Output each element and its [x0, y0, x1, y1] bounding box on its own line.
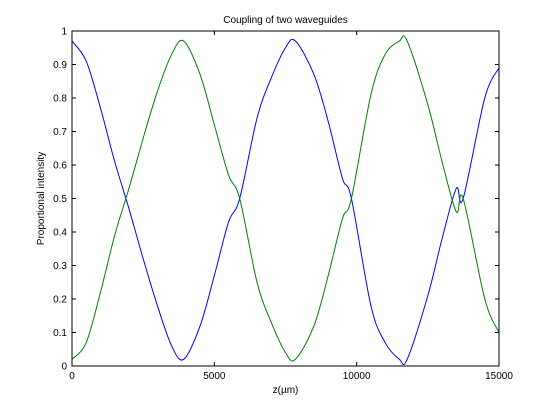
y-axis-label: Proportional intensity [36, 152, 47, 245]
y-tick-label: 0.3 [53, 261, 67, 272]
y-tick-label: 0.1 [53, 328, 67, 339]
x-tick-label: 15000 [485, 371, 513, 382]
y-tick-label: 0.9 [53, 60, 67, 71]
x-axis-label: z(µm) [273, 385, 299, 396]
x-tick-label: 10000 [343, 371, 371, 382]
y-tick-label: 0.8 [53, 94, 67, 105]
series-line-2 [71, 35, 500, 362]
y-tick-label: 0.5 [53, 194, 67, 205]
y-tick-label: 0.2 [53, 295, 67, 306]
y-tick-label: 1 [61, 27, 67, 38]
series-layer [71, 35, 500, 366]
y-tick-label: 0 [61, 362, 67, 373]
y-tick-label: 0.4 [53, 228, 67, 239]
chart-title: Coupling of two waveguides [223, 15, 348, 26]
y-tick-label: 0.7 [53, 127, 67, 138]
x-tick-label: 0 [69, 371, 75, 382]
plot-frame [71, 30, 500, 367]
series-line-1 [71, 38, 500, 366]
x-tick-label: 5000 [203, 371, 226, 382]
y-tick-label: 0.6 [53, 161, 67, 172]
